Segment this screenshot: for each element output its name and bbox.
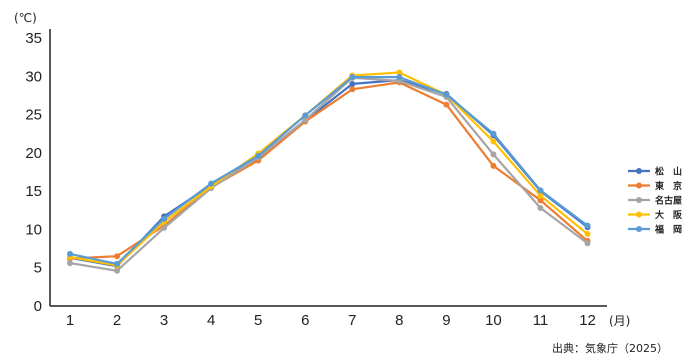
data-point (396, 69, 403, 76)
data-point (255, 152, 262, 159)
legend-item: 東 京 (628, 180, 682, 192)
legend-label: 東 京 (655, 180, 682, 192)
series-5 (67, 74, 591, 267)
data-point (114, 260, 121, 267)
data-point (490, 130, 497, 137)
data-point (114, 267, 121, 274)
y-tick-label: 10 (25, 221, 42, 238)
data-point (537, 204, 544, 211)
data-point (349, 80, 356, 87)
legend-marker (636, 211, 642, 218)
data-point (443, 101, 450, 108)
x-tick-label: 11 (533, 312, 549, 329)
data-point (537, 192, 544, 199)
y-tick-label: 5 (34, 260, 42, 277)
y-tick-labels: 0 5 10 15 20 25 30 35 (25, 30, 42, 315)
data-point (349, 74, 356, 81)
data-point (67, 250, 73, 257)
legend-marker (636, 226, 642, 232)
x-tick-label: 1 (66, 312, 74, 329)
data-point (302, 112, 309, 119)
x-tick-label: 8 (395, 312, 403, 329)
series-line (68, 81, 589, 260)
x-tick-label: 10 (485, 312, 502, 329)
data-point (584, 240, 591, 247)
data-point (537, 197, 544, 204)
x-tick-label: 4 (207, 312, 215, 329)
data-point (584, 222, 591, 229)
data-point (67, 260, 73, 267)
x-tick-labels: 1 2 3 4 5 6 7 8 9 10 11 12 (66, 312, 596, 329)
data-point (537, 187, 544, 194)
data-point (490, 162, 497, 169)
data-point (490, 151, 497, 158)
y-tick-label: 20 (25, 145, 42, 162)
y-tick-label: 15 (25, 183, 42, 200)
data-point (443, 91, 450, 98)
data-point (114, 253, 121, 260)
source-note: 出典：気象庁（2025） (552, 341, 668, 355)
legend-label: 松 山 (655, 166, 682, 178)
series-line (68, 75, 589, 265)
data-point (208, 180, 215, 187)
legend-marker (636, 168, 642, 174)
data-point (490, 138, 497, 145)
x-tick-label: 7 (348, 312, 356, 329)
legend-item: 松 山 (628, 166, 682, 178)
x-tick-label: 9 (442, 312, 450, 329)
data-point (396, 74, 403, 81)
legend-item: 福 岡 (628, 224, 682, 236)
legend-marker (636, 182, 642, 189)
y-tick-label: 35 (25, 30, 42, 47)
x-tick-label: 5 (254, 312, 262, 329)
y-tick-label: 0 (34, 298, 42, 315)
x-tick-label: 6 (301, 312, 309, 329)
data-point (302, 116, 309, 123)
series-2 (67, 79, 591, 262)
data-point (349, 86, 356, 93)
y-tick-label: 25 (25, 107, 42, 124)
x-tick-label: 3 (160, 312, 168, 329)
data-point (161, 224, 168, 231)
x-tick-label: 12 (579, 312, 596, 329)
data-point (584, 231, 591, 238)
series-line (68, 76, 589, 272)
legend-label: 大 阪 (655, 209, 683, 221)
axes (49, 29, 607, 307)
legend-item: 大 阪 (628, 209, 683, 221)
series-layer (67, 69, 591, 274)
legend-item: 名古屋 (628, 195, 682, 207)
y-tick-label: 30 (25, 68, 42, 85)
legend-marker (636, 197, 642, 203)
y-unit-label: (℃) (14, 11, 37, 25)
legend-label: 福 岡 (654, 224, 682, 236)
data-point (161, 215, 168, 222)
x-unit-label: (月) (609, 314, 630, 328)
x-tick-label: 2 (113, 312, 121, 329)
legend-label: 名古屋 (655, 195, 682, 207)
